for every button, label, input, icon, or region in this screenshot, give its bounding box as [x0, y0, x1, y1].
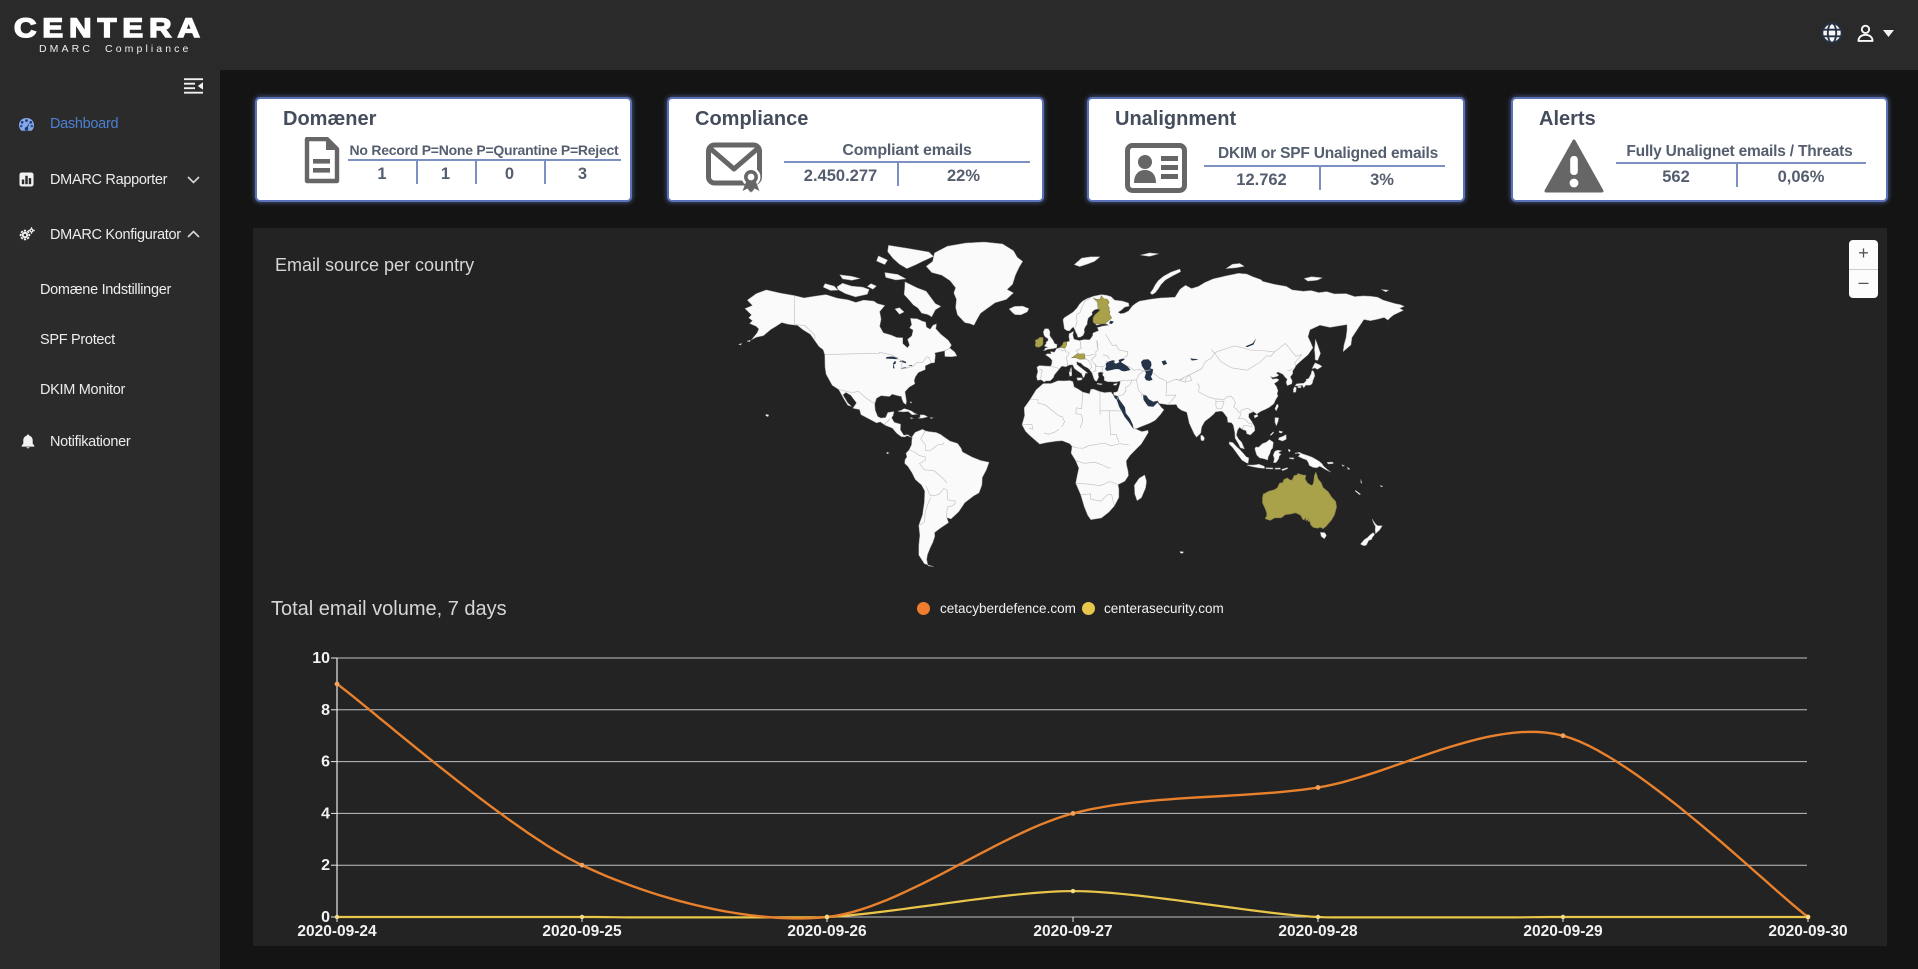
svg-text:2020-09-25: 2020-09-25 [542, 923, 622, 940]
svg-text:2020-09-26: 2020-09-26 [787, 923, 867, 940]
svg-text:2020-09-27: 2020-09-27 [1033, 923, 1112, 940]
svg-text:2020-09-29: 2020-09-29 [1523, 923, 1603, 940]
svg-text:0: 0 [321, 909, 330, 926]
svg-text:2020-09-28: 2020-09-28 [1278, 923, 1358, 940]
svg-text:2020-09-24: 2020-09-24 [297, 923, 377, 940]
svg-text:2: 2 [321, 857, 330, 874]
svg-text:6: 6 [321, 754, 330, 771]
svg-text:4: 4 [321, 805, 330, 822]
svg-text:10: 10 [312, 650, 330, 667]
svg-text:8: 8 [321, 702, 330, 719]
svg-text:2020-09-30: 2020-09-30 [1768, 923, 1847, 940]
